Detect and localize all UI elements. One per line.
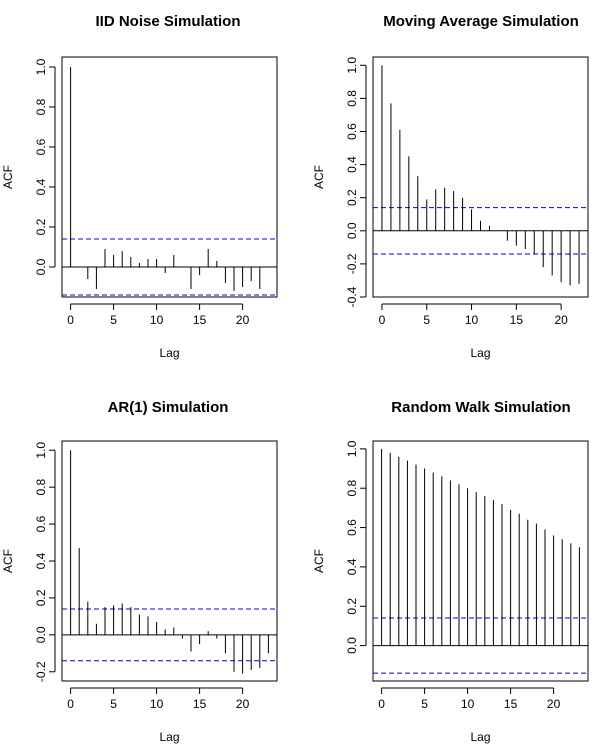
x-axis-label: Lag bbox=[470, 730, 490, 744]
y-tick-label: 0.0 bbox=[345, 222, 359, 239]
y-tick-label: 1.0 bbox=[34, 442, 48, 459]
x-tick-label: 5 bbox=[423, 313, 430, 327]
acf-panel: Moving Average Simulation 0 5 10 15 20 -0.4 -0.… bbox=[312, 13, 589, 360]
y-tick-label: 1.0 bbox=[345, 440, 359, 457]
y-tick-label: 0.8 bbox=[345, 90, 359, 107]
x-tick-label: 15 bbox=[193, 313, 207, 327]
y-tick-label: 0.4 bbox=[34, 552, 48, 569]
x-tick-label: 0 bbox=[378, 697, 385, 711]
x-tick-label: 0 bbox=[379, 313, 386, 327]
y-tick-label: 0.6 bbox=[345, 123, 359, 140]
y-tick-label: 0.8 bbox=[345, 480, 359, 497]
x-tick-label: 10 bbox=[461, 697, 475, 711]
plot-frame bbox=[372, 56, 589, 298]
x-tick-label: 20 bbox=[236, 313, 250, 327]
y-tick-label: -0.2 bbox=[34, 661, 48, 682]
x-tick-label: 20 bbox=[554, 313, 568, 327]
x-tick-label: 15 bbox=[510, 313, 524, 327]
y-tick-label: 1.0 bbox=[34, 58, 48, 75]
y-tick-label: 0.8 bbox=[34, 98, 48, 115]
y-tick-label: 0.2 bbox=[34, 589, 48, 606]
y-tick-label: 0.2 bbox=[345, 189, 359, 206]
plot-frame bbox=[372, 440, 589, 682]
x-axis-label: Lag bbox=[159, 730, 179, 744]
plot-frame bbox=[61, 440, 278, 682]
y-tick-label: 0.6 bbox=[34, 515, 48, 532]
plot-frame bbox=[61, 56, 278, 298]
x-tick-label: 15 bbox=[504, 697, 518, 711]
y-tick-label: 0.6 bbox=[345, 519, 359, 536]
x-tick-label: 15 bbox=[193, 697, 207, 711]
panel-title: IID Noise Simulation bbox=[95, 13, 240, 30]
x-axis-label: Lag bbox=[159, 346, 179, 360]
y-tick-label: 0.4 bbox=[345, 558, 359, 575]
y-tick-label: -0.2 bbox=[345, 253, 359, 274]
y-tick-label: 0.0 bbox=[345, 637, 359, 654]
x-tick-label: 10 bbox=[150, 313, 164, 327]
x-tick-label: 20 bbox=[236, 697, 250, 711]
y-tick-label: 0.8 bbox=[34, 478, 48, 495]
y-axis-label: ACF bbox=[1, 165, 15, 189]
y-tick-label: 0.0 bbox=[34, 258, 48, 275]
y-axis-label: ACF bbox=[312, 549, 326, 573]
y-tick-label: 0.2 bbox=[34, 218, 48, 235]
y-tick-label: -0.4 bbox=[345, 286, 359, 307]
x-axis-label: Lag bbox=[470, 346, 490, 360]
panel-title: AR(1) Simulation bbox=[108, 399, 229, 416]
acf-panel: AR(1) Simulation 0 5 10 15 20 -0.2 0.0 0.2 0.4 0.6… bbox=[1, 399, 278, 744]
x-tick-label: 5 bbox=[421, 697, 428, 711]
x-tick-label: 5 bbox=[110, 313, 117, 327]
x-tick-label: 10 bbox=[465, 313, 479, 327]
y-tick-label: 1.0 bbox=[345, 57, 359, 74]
x-tick-label: 0 bbox=[67, 313, 74, 327]
y-tick-label: 0.4 bbox=[345, 156, 359, 173]
y-tick-label: 0.6 bbox=[34, 138, 48, 155]
x-tick-label: 0 bbox=[67, 697, 74, 711]
y-tick-label: 0.4 bbox=[34, 178, 48, 195]
x-tick-label: 5 bbox=[110, 697, 117, 711]
acf-panel: IID Noise Simulation 0 5 10 15 20 0.0 0.2 0.4 0.6… bbox=[1, 13, 278, 360]
x-tick-label: 10 bbox=[150, 697, 164, 711]
y-tick-label: 0.0 bbox=[34, 626, 48, 643]
y-axis-label: ACF bbox=[1, 549, 15, 573]
panel-title: Moving Average Simulation bbox=[383, 13, 579, 30]
acf-panel: Random Walk Simulation 0 5 10 15 20 0.0 0.2 0.4 0… bbox=[312, 399, 589, 744]
panel-title: Random Walk Simulation bbox=[391, 399, 570, 416]
x-tick-label: 20 bbox=[547, 697, 561, 711]
y-tick-label: 0.2 bbox=[345, 598, 359, 615]
y-axis-label: ACF bbox=[312, 165, 326, 189]
